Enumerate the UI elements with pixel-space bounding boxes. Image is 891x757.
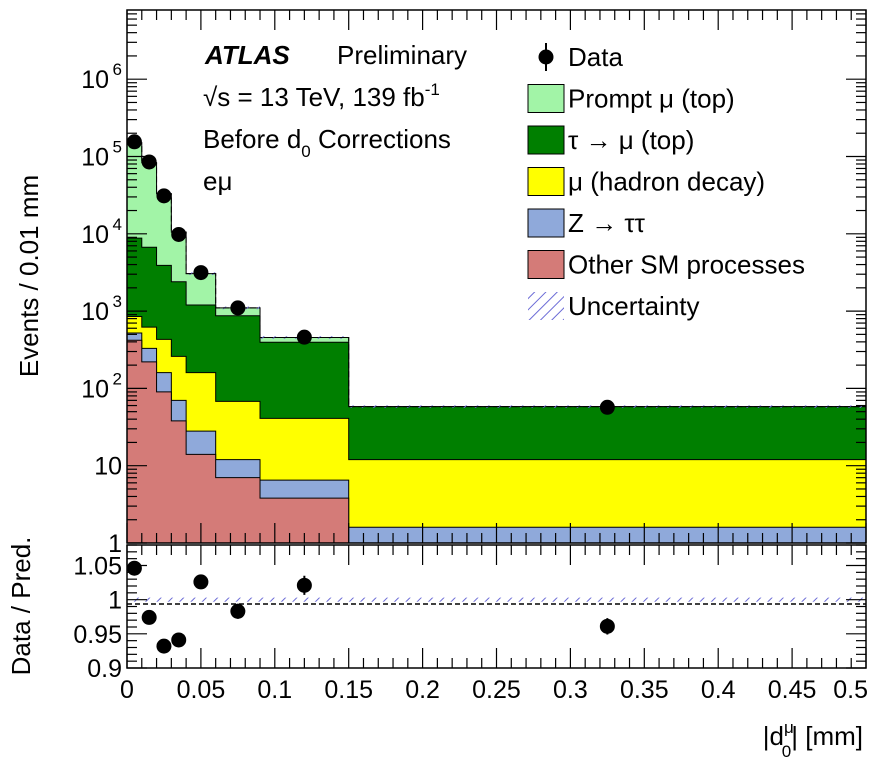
legend-entry-data: Data: [538, 42, 623, 72]
x-tick-label: 0.1: [257, 676, 292, 704]
ratio-point: [230, 603, 246, 619]
legend: Data Prompt μ (top) τ → μ (top) μ (hadron d…: [527, 42, 805, 321]
y-tick-label: 10: [81, 66, 109, 94]
ratio-point: [141, 609, 157, 625]
x-tick-label: 0.15: [324, 676, 373, 704]
ratio-point: [599, 618, 615, 634]
y-tick-label: 10: [81, 375, 109, 403]
data-point: [230, 300, 246, 316]
ratio-y-axis-label: Data / Pred.: [6, 537, 36, 676]
x-tick-label: 0.4: [701, 676, 736, 704]
data-point: [141, 154, 157, 170]
data-point: [156, 188, 172, 204]
legend-entry-prompt-top: Prompt μ (top): [527, 84, 735, 114]
legend-swatch: [527, 167, 565, 196]
ratio-frame: [126, 544, 867, 669]
x-tick-label: 0.05: [177, 676, 226, 704]
energy-text: s = 13 TeV, 139 fb: [217, 82, 424, 112]
main-frame: [126, 9, 867, 544]
legend-swatch: [527, 250, 565, 279]
energy-label: √s = 13 TeV, 139 fb-1: [203, 80, 440, 112]
data-point: [171, 226, 187, 242]
data-point: [126, 134, 142, 150]
y-tick-exponent: 2: [113, 369, 122, 388]
legend-label: Prompt μ (top): [568, 84, 735, 114]
x-tick-label: 0.45: [768, 676, 817, 704]
ratio-y-tick-label: 0.9: [87, 655, 122, 683]
x-label-superscript: μ: [784, 718, 794, 737]
y-tick-label: 10: [81, 144, 109, 172]
legend-entry-z: Z → ττ: [527, 208, 646, 238]
main-y-axis-label: Events / 0.01 mm: [14, 175, 44, 377]
ratio-data-points: [126, 560, 615, 654]
x-tick-label: 0.3: [553, 676, 588, 704]
legend-swatch: [528, 292, 564, 320]
x-axis-label: |dμ 0| [mm]: [763, 718, 863, 757]
y-tick-label: 10: [81, 298, 109, 326]
ratio-band-rect: [127, 597, 866, 602]
ratio-point: [193, 574, 209, 590]
legend-entry-uncertainty: Uncertainty: [528, 291, 700, 321]
ratio-y-tick-label: 1.05: [73, 553, 122, 581]
x-label-subscript: 0: [782, 742, 791, 757]
ratio-y-tick-label: 0.95: [73, 621, 122, 649]
y-tick-label: 1: [108, 530, 122, 558]
x-label-post: | [mm]: [791, 721, 863, 751]
ratio-axes: 0.9 0.95 1 1.05 0 0.05 0.1 0.15 0.2 0.25 0.3 0.35 0.…: [73, 544, 868, 704]
energy-superscript: -1: [425, 80, 440, 99]
stacked-histograms: [127, 141, 866, 543]
status-label: Preliminary: [337, 40, 467, 70]
x-tick-label: 0.2: [405, 676, 440, 704]
ratio-y-tick-label: 1: [108, 587, 122, 615]
legend-label: Uncertainty: [568, 291, 700, 321]
correction-subscript: 0: [301, 142, 310, 161]
ratio-uncertainty-band: [127, 597, 866, 602]
ratio-point: [171, 632, 187, 648]
legend-label: μ (hadron decay): [568, 167, 765, 197]
legend-label: Z → ττ: [568, 208, 646, 238]
correction-label: Before d0 Corrections: [203, 124, 451, 161]
legend-swatch: [527, 125, 565, 155]
legend-label: Other SM processes: [568, 250, 805, 280]
legend-entry-hadron-decay: μ (hadron decay): [527, 167, 765, 197]
y-tick-exponent: 3: [113, 292, 122, 311]
ratio-point: [156, 638, 172, 654]
sqrt-symbol: √: [203, 82, 218, 112]
main-data-points: [126, 134, 615, 415]
y-tick-label: 10: [81, 221, 109, 249]
data-point: [599, 399, 615, 415]
y-tick-exponent: 5: [113, 138, 122, 157]
channel-label: eμ: [203, 166, 232, 196]
stack-other-sm-processes: [127, 339, 866, 543]
x-tick-label: 0.25: [472, 676, 521, 704]
correction-post: Corrections: [311, 124, 451, 154]
legend-swatch: [527, 84, 565, 113]
y-tick-label: 10: [94, 453, 122, 481]
atlas-annotation: ATLAS Preliminary √s = 13 TeV, 139 fb-1 …: [203, 40, 467, 196]
y-tick-exponent: 6: [113, 60, 122, 79]
data-point: [193, 265, 209, 281]
legend-swatch: [527, 208, 565, 238]
atlas-label: ATLAS: [204, 40, 290, 70]
legend-entry-other-sm-processes: Other SM processes: [527, 250, 805, 280]
x-tick-label: 0.5: [833, 676, 868, 704]
x-label-pre: |d: [763, 721, 784, 751]
y-tick-exponent: 4: [113, 215, 122, 234]
ratio-point: [126, 560, 142, 576]
x-tick-label: 0.35: [620, 676, 669, 704]
ratio-panel: 0.9 0.95 1 1.05 0 0.05 0.1 0.15 0.2 0.25 0.3 0.35 0.…: [6, 537, 868, 757]
correction-pre: Before d: [203, 124, 301, 154]
data-point: [296, 329, 312, 345]
legend-label: τ → μ (top): [568, 125, 694, 155]
x-tick-label: 0: [120, 676, 134, 704]
ratio-point: [296, 577, 312, 593]
legend-entry-top: τ → μ (top): [527, 125, 694, 155]
legend-label: Data: [568, 42, 623, 72]
